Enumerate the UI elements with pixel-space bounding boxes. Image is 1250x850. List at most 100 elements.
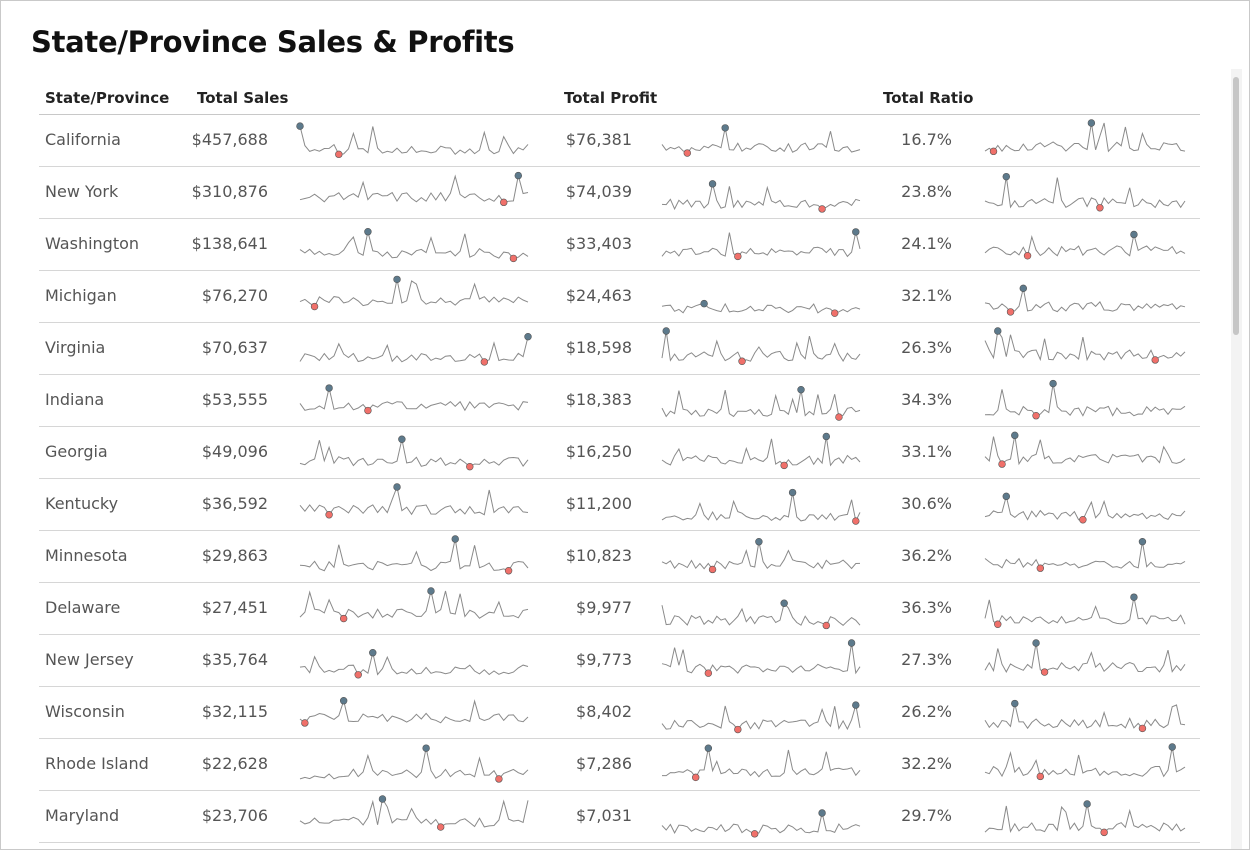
total-ratio-cell: 26.3% (901, 338, 952, 357)
table-row[interactable]: Michigan $76,270 $24,463 32.1% (39, 271, 1200, 323)
table-row[interactable]: Minnesota $29,863 $10,823 36.2% (39, 531, 1200, 583)
header-total-profit[interactable]: Total Profit (564, 89, 658, 107)
sparkline-path (984, 746, 1186, 778)
ratio-sparkline (984, 537, 1186, 572)
total-sales-cell: $22,628 (201, 754, 268, 773)
sparkline-path (661, 642, 861, 675)
max-marker (422, 744, 430, 752)
sparkline-path (984, 803, 1186, 834)
table-row[interactable]: Indiana $53,555 $18,383 34.3% (39, 375, 1200, 427)
sparkline-path (661, 541, 861, 571)
profit-sparkline (661, 124, 861, 157)
sparkline-path (661, 389, 861, 418)
min-marker (683, 149, 691, 157)
page-title: State/Province Sales & Profits (31, 25, 515, 59)
sales-sparkline (299, 228, 529, 263)
state-cell: Rhode Island (45, 754, 149, 773)
sparkline-path (984, 176, 1186, 209)
table-row[interactable]: Rhode Island $22,628 $7,286 32.2% (39, 739, 1200, 791)
max-marker (1011, 431, 1019, 440)
ratio-sparkline (984, 743, 1186, 781)
state-cell: Kentucky (45, 494, 119, 513)
table-row[interactable]: New Jersey $35,764 $9,773 27.3% (39, 635, 1200, 687)
table-body: California $457,688 $76,381 16.7% New York $3… (39, 115, 1200, 843)
sparkline-path (299, 590, 529, 620)
sales-sparkline (299, 697, 529, 727)
min-marker (466, 462, 474, 471)
table-row[interactable]: Maryland $23,706 $7,031 29.7% (39, 791, 1200, 843)
sparkline-path (984, 642, 1186, 673)
total-profit-cell: $18,383 (565, 390, 632, 409)
min-marker (1100, 828, 1108, 837)
header-total-sales[interactable]: Total Sales (197, 89, 289, 107)
sales-sparkline (299, 483, 529, 519)
total-sales-cell: $53,555 (201, 390, 268, 409)
sparkline-path (984, 541, 1186, 570)
header-state[interactable]: State/Province (45, 89, 170, 107)
max-marker (847, 639, 856, 647)
sparkline-path (984, 288, 1186, 313)
max-marker (721, 124, 729, 132)
max-marker (1083, 800, 1091, 808)
max-marker (1019, 284, 1027, 293)
min-marker (1151, 356, 1159, 364)
table-row[interactable]: Kentucky $36,592 $11,200 30.6% (39, 479, 1200, 531)
ratio-sparkline (984, 327, 1186, 364)
total-ratio-cell: 32.1% (901, 286, 952, 305)
min-marker (998, 460, 1006, 468)
min-marker (822, 621, 830, 630)
sparkline-path (661, 127, 861, 154)
state-cell: Indiana (45, 390, 105, 409)
min-marker (994, 620, 1002, 628)
header-total-ratio[interactable]: Total Ratio (883, 89, 974, 107)
state-cell: Washington (45, 234, 140, 253)
min-marker (1036, 772, 1045, 781)
state-cell: Wisconsin (45, 702, 125, 721)
state-cell: Michigan (45, 286, 117, 305)
sales-sparkline (299, 587, 529, 623)
profit-sparkline (661, 228, 861, 261)
state-cell: Minnesota (45, 546, 128, 565)
state-cell: Delaware (45, 598, 121, 617)
table-row[interactable]: New York $310,876 $74,039 23.8% (39, 167, 1200, 219)
table-row[interactable]: Delaware $27,451 $9,977 36.3% (39, 583, 1200, 635)
sales-sparkline (299, 171, 529, 207)
min-marker (500, 198, 508, 207)
min-marker (1006, 308, 1015, 316)
total-ratio-cell: 36.2% (901, 546, 952, 565)
max-marker (994, 327, 1002, 335)
min-marker (780, 461, 788, 470)
sparkline-path (299, 125, 529, 156)
max-marker (755, 538, 763, 546)
total-ratio-cell: 23.8% (901, 182, 952, 201)
sparkline-path (662, 748, 861, 779)
min-marker (1079, 516, 1087, 524)
table-row[interactable]: Washington $138,641 $33,403 24.1% (39, 219, 1200, 271)
state-cell: Georgia (45, 442, 108, 461)
table-row[interactable]: Wisconsin $32,115 $8,402 26.2% (39, 687, 1200, 739)
max-marker (818, 809, 826, 817)
max-marker (700, 299, 708, 308)
table-row[interactable]: California $457,688 $76,381 16.7% (39, 115, 1200, 167)
total-sales-cell: $23,706 (201, 806, 268, 825)
vertical-scrollbar[interactable] (1231, 69, 1242, 849)
table-row[interactable]: Virginia $70,637 $18,598 26.3% (39, 323, 1200, 375)
total-profit-cell: $7,286 (576, 754, 632, 773)
scrollbar-thumb[interactable] (1233, 77, 1239, 335)
sparkline-path (984, 383, 1186, 417)
table-row[interactable]: Georgia $49,096 $16,250 33.1% (39, 427, 1200, 479)
total-profit-cell: $11,200 (565, 494, 632, 513)
total-sales-cell: $36,592 (201, 494, 268, 513)
sales-sparkline (299, 275, 529, 311)
max-marker (524, 332, 532, 341)
profit-sparkline (661, 432, 861, 470)
sparkline-path (661, 602, 861, 627)
max-marker (1011, 699, 1019, 708)
total-ratio-cell: 29.7% (901, 806, 952, 825)
min-marker (335, 150, 343, 159)
ratio-sparkline (984, 284, 1186, 316)
total-ratio-cell: 34.3% (901, 390, 952, 409)
min-marker (1138, 724, 1147, 733)
max-marker (662, 327, 670, 335)
